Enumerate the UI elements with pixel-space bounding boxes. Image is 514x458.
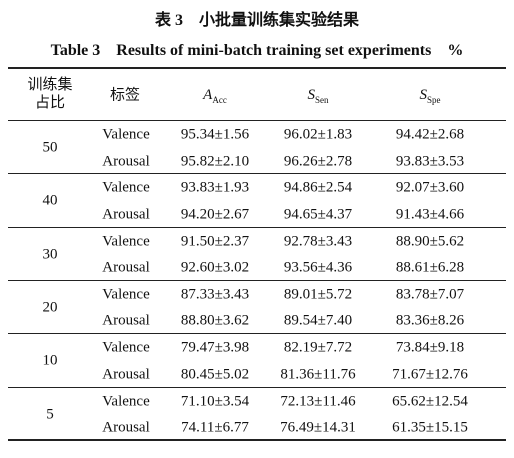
value-cell: 89.01±5.72 — [283, 286, 353, 303]
value-cell: 87.33±3.43 — [180, 286, 250, 303]
metric-subscript: Spe — [427, 95, 441, 105]
label-cell: Valence — [102, 233, 150, 250]
ratio-cell: 20 — [42, 299, 58, 316]
top-rule — [8, 67, 506, 69]
label-cell: Valence — [102, 126, 150, 143]
value-cell: 71.10±3.54 — [180, 393, 250, 409]
metric-symbol: S — [419, 87, 428, 103]
value-cell: 88.61±6.28 — [395, 259, 465, 276]
value-cell: 81.36±11.76 — [280, 366, 356, 383]
label-cell: Valence — [102, 286, 150, 303]
value-cell: 95.82±2.10 — [180, 153, 250, 169]
label-cell: Arousal — [102, 419, 150, 436]
value-cell: 93.83±1.93 — [180, 179, 250, 196]
label-cell: Arousal — [102, 206, 150, 223]
value-cell: 74.11±6.77 — [181, 419, 249, 436]
value-cell: 96.26±2.78 — [283, 153, 353, 169]
header-ratio: 训练集占比 — [27, 77, 73, 111]
value-cell: 94.20±2.67 — [180, 206, 250, 223]
value-cell: 91.43±4.66 — [395, 206, 465, 223]
value-cell: 61.35±15.15 — [392, 419, 468, 436]
value-cell: 92.07±3.60 — [395, 179, 465, 196]
label-cell: Arousal — [102, 366, 150, 383]
value-cell: 83.78±7.07 — [395, 286, 465, 303]
value-cell: 95.34±1.56 — [180, 126, 250, 143]
value-cell: 88.80±3.62 — [180, 312, 250, 329]
header-metric: SSen — [308, 87, 329, 105]
caption-text: Table 3 Results of mini-batch training s… — [50, 42, 432, 59]
value-cell: 96.02±1.83 — [283, 126, 353, 143]
value-cell: 94.42±2.68 — [395, 126, 465, 143]
value-cell: 72.13±11.46 — [280, 393, 356, 409]
row-rule — [8, 386, 506, 388]
value-cell: 83.36±8.26 — [395, 312, 465, 329]
row-rule — [8, 226, 506, 228]
value-cell: 73.84±9.18 — [395, 339, 465, 356]
metric-symbol: A — [203, 87, 213, 103]
value-cell: 88.90±5.62 — [395, 233, 465, 250]
label-cell: Arousal — [102, 259, 150, 276]
header-metric: AAcc — [203, 87, 227, 105]
label-cell: Arousal — [102, 312, 150, 329]
caption-cn: 表 3 小批量训练集实验结果 — [154, 12, 360, 29]
label-cell: Arousal — [102, 153, 150, 169]
header-label: 标签 — [109, 87, 141, 104]
caption-en: Table 3 Results of mini-batch training s… — [51, 36, 464, 60]
value-cell: 93.56±4.36 — [283, 259, 353, 276]
metric-subscript: Sen — [315, 95, 329, 105]
value-cell: 82.19±7.72 — [283, 339, 353, 356]
value-cell: 76.49±14.31 — [280, 419, 356, 436]
label-cell: Valence — [102, 339, 150, 356]
value-cell: 89.54±7.40 — [283, 312, 353, 329]
ratio-cell: 50 — [42, 139, 58, 156]
value-cell: 79.47±3.98 — [180, 339, 250, 356]
row-rule — [8, 173, 506, 175]
row-rule — [8, 333, 506, 335]
metric-symbol: S — [307, 87, 316, 103]
row-rule — [8, 279, 506, 281]
label-cell: Valence — [102, 393, 150, 409]
value-cell: 94.86±2.54 — [283, 179, 353, 196]
metric-subscript: Acc — [212, 95, 227, 105]
ratio-cell: 40 — [42, 192, 58, 209]
value-cell: 65.62±12.54 — [392, 393, 468, 409]
value-cell: 80.45±5.02 — [180, 366, 250, 383]
value-cell: 92.78±3.43 — [283, 233, 353, 250]
value-cell: 71.67±12.76 — [392, 366, 468, 383]
bottom-rule — [8, 439, 506, 441]
value-cell: 94.65±4.37 — [283, 206, 353, 223]
value-cell: 92.60±3.02 — [180, 259, 250, 276]
ratio-cell: 5 — [46, 406, 54, 422]
value-cell: 93.83±3.53 — [395, 153, 465, 169]
ratio-cell: 10 — [42, 352, 58, 369]
header-metric: SSpe — [420, 87, 441, 105]
label-cell: Valence — [102, 179, 150, 196]
caption-unit: % — [447, 42, 464, 59]
ratio-cell: 30 — [42, 246, 58, 263]
row-rule — [8, 120, 506, 121]
value-cell: 91.50±2.37 — [180, 233, 250, 250]
